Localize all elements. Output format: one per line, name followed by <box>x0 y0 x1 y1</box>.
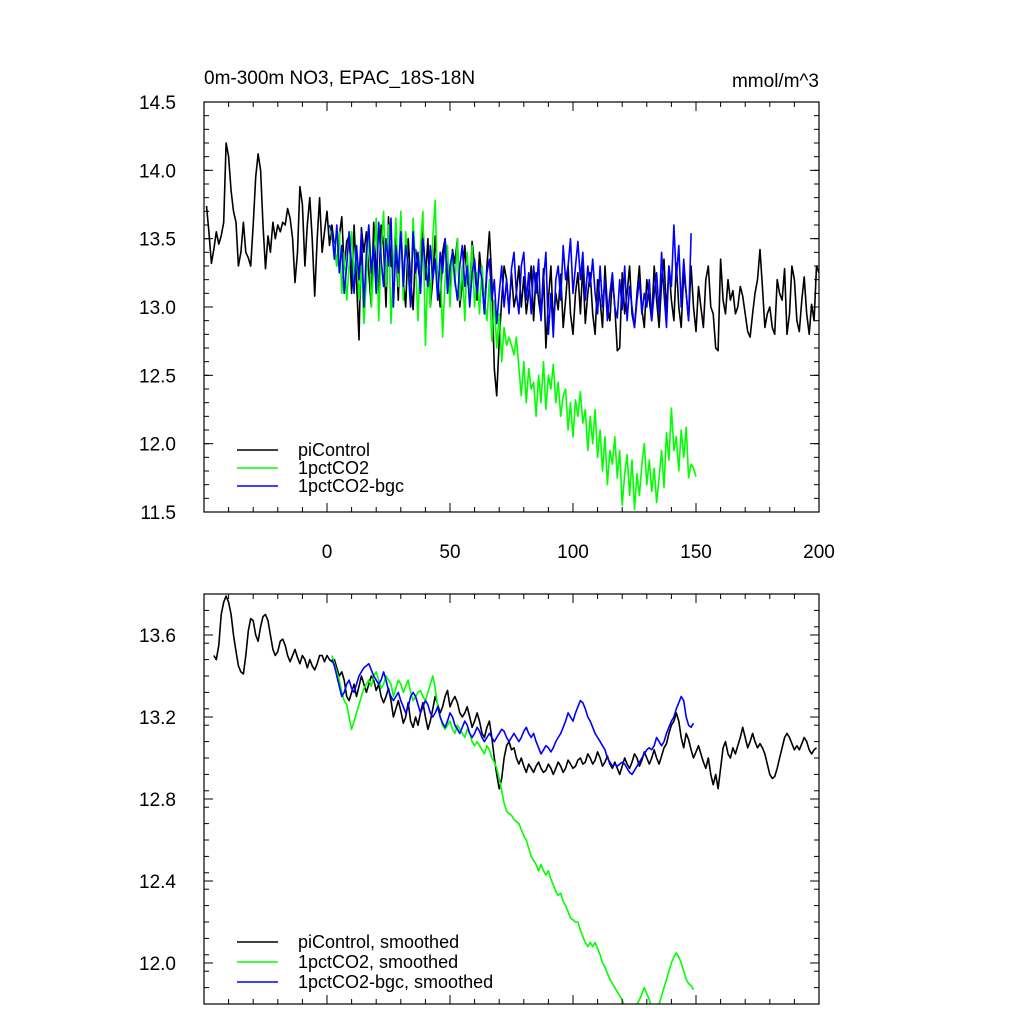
legend-label: 1pctCO2-bgc, smoothed <box>298 972 493 992</box>
x-tick-label: 100 <box>557 542 589 563</box>
chart-title: 0m-300m NO3, EPAC_18S-18N <box>204 68 475 89</box>
y-tick-label: 12.4 <box>139 872 176 893</box>
y-tick-label: 11.5 <box>140 503 176 524</box>
legend-label: 1pctCO2, smoothed <box>298 952 458 972</box>
y-tick-label: 12.0 <box>139 954 176 975</box>
legend-label: 1pctCO2 <box>298 458 369 478</box>
y-tick-label: 13.6 <box>139 626 176 647</box>
y-tick-label: 14.0 <box>139 161 176 182</box>
legend-label: 1pctCO2-bgc <box>298 476 404 496</box>
y-tick-label: 13.2 <box>139 708 176 729</box>
series-line-1-2 <box>331 659 695 776</box>
series-line-0-0 <box>205 142 819 397</box>
top-panel: 0m-300m NO3, EPAC_18S-18N mmol/m^3 0 50 10… <box>139 68 835 563</box>
x-tick-label: 200 <box>803 542 835 563</box>
legend-label: piControl <box>298 440 370 460</box>
y-tick-label: 14.5 <box>139 93 176 114</box>
series-line-1-0 <box>213 595 818 790</box>
y-tick-label: 12.8 <box>139 790 176 811</box>
y-tick-label: 12.0 <box>139 435 176 456</box>
x-tick-label: 50 <box>439 542 460 563</box>
y-tick-label: 13.0 <box>139 298 176 319</box>
series-line-0-1 <box>328 199 697 511</box>
y-tick-label: 12.5 <box>139 366 176 387</box>
x-tick-label: 0 <box>322 542 333 563</box>
legend-label: piControl, smoothed <box>298 932 459 952</box>
series-line-0-2 <box>328 217 692 338</box>
x-tick-label: 150 <box>680 542 712 563</box>
y-tick-label: 13.5 <box>139 230 176 251</box>
series-line-1-1 <box>331 655 695 1004</box>
units-label: mmol/m^3 <box>732 71 819 92</box>
